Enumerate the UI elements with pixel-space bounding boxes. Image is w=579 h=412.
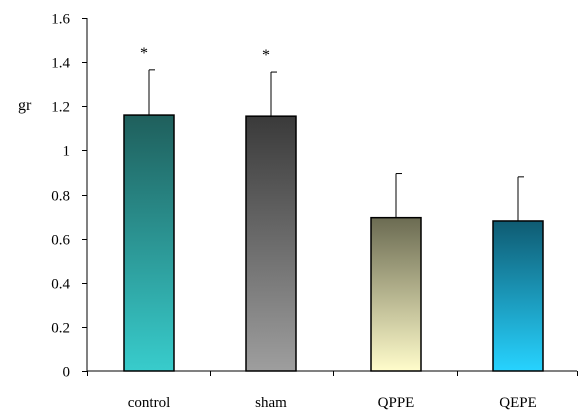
bar-sham xyxy=(245,115,297,372)
x-axis-labels: control sham QPPE QEPE xyxy=(128,395,537,411)
y-tick-label: 1.4 xyxy=(51,56,70,72)
x-tick-label: control xyxy=(128,395,171,411)
significance-marker: * xyxy=(140,45,148,62)
y-axis-label: gr xyxy=(18,97,32,114)
y-tick-label: 1 xyxy=(63,144,71,160)
y-tick-label: 0.4 xyxy=(51,277,70,293)
y-axis-ticks: 0 0.2 0.4 0.6 0.8 1 1.2 1.4 1.6 xyxy=(51,12,87,381)
y-tick-label: 0.2 xyxy=(51,321,70,337)
significance-marker: * xyxy=(262,47,270,64)
y-tick-label: 0.8 xyxy=(51,189,70,205)
bar-qppe xyxy=(370,216,422,372)
bar-qepe xyxy=(492,220,544,372)
axes xyxy=(86,18,578,376)
x-tick-label: QPPE xyxy=(378,395,415,411)
y-tick-label: 1.6 xyxy=(51,12,70,28)
y-tick-label: 1.2 xyxy=(51,100,70,116)
bars: * * xyxy=(123,45,544,372)
bar-control xyxy=(123,114,175,372)
x-tick-label: sham xyxy=(255,395,287,411)
x-tick-label: QEPE xyxy=(499,395,537,411)
y-tick-label: 0.6 xyxy=(51,233,70,249)
y-tick-label: 0 xyxy=(63,365,71,381)
